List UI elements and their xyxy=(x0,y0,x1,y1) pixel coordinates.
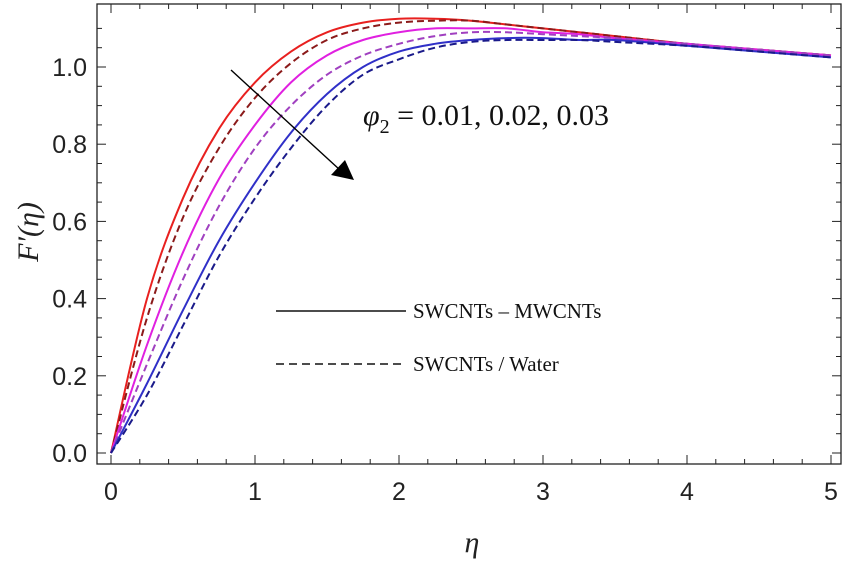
y-tick-label: 0.0 xyxy=(52,440,87,468)
series-line-2-dashed xyxy=(110,19,832,454)
series-line-4-dashed xyxy=(110,30,832,454)
phi-annotation: φ2 = 0.01, 0.02, 0.03 xyxy=(363,99,609,138)
y-tick-label: 0.2 xyxy=(52,363,87,391)
y-tick-label: 0.8 xyxy=(52,131,87,159)
y-axis-label: F′(η) xyxy=(12,202,45,263)
y-tick-label: 1.0 xyxy=(52,54,87,82)
axis-ticks xyxy=(97,4,841,464)
x-tick-labels: 0 1 2 3 4 5 xyxy=(104,478,838,506)
y-tick-label: 0.6 xyxy=(52,208,87,236)
x-tick-label: 3 xyxy=(536,478,550,506)
phi-symbol: φ xyxy=(363,99,380,132)
series-curves xyxy=(110,17,832,454)
legend-label-dashed: SWCNTs / Water xyxy=(413,352,559,376)
series-line-1-solid xyxy=(110,17,832,454)
y-tick-labels: 0.0 0.2 0.4 0.6 0.8 1.0 xyxy=(52,54,87,468)
y-tick-label: 0.4 xyxy=(52,286,87,314)
plot-frame xyxy=(96,3,842,465)
series-line-5-solid xyxy=(110,36,832,454)
direction-arrow-shaft xyxy=(230,69,341,171)
legend: SWCNTs – MWCNTs SWCNTs / Water xyxy=(276,299,601,376)
x-tick-label: 2 xyxy=(392,478,406,506)
series-line-6-dashed xyxy=(110,38,832,454)
x-tick-label: 4 xyxy=(680,478,694,506)
direction-arrow-head xyxy=(331,160,354,180)
phi-subscript: 2 xyxy=(380,116,390,138)
x-tick-label: 0 xyxy=(104,478,118,506)
phi-values: = 0.01, 0.02, 0.03 xyxy=(390,99,609,132)
x-tick-label: 1 xyxy=(248,478,262,506)
legend-label-solid: SWCNTs – MWCNTs xyxy=(413,299,601,323)
x-tick-label: 5 xyxy=(824,478,838,506)
x-axis-label: η xyxy=(465,526,480,559)
